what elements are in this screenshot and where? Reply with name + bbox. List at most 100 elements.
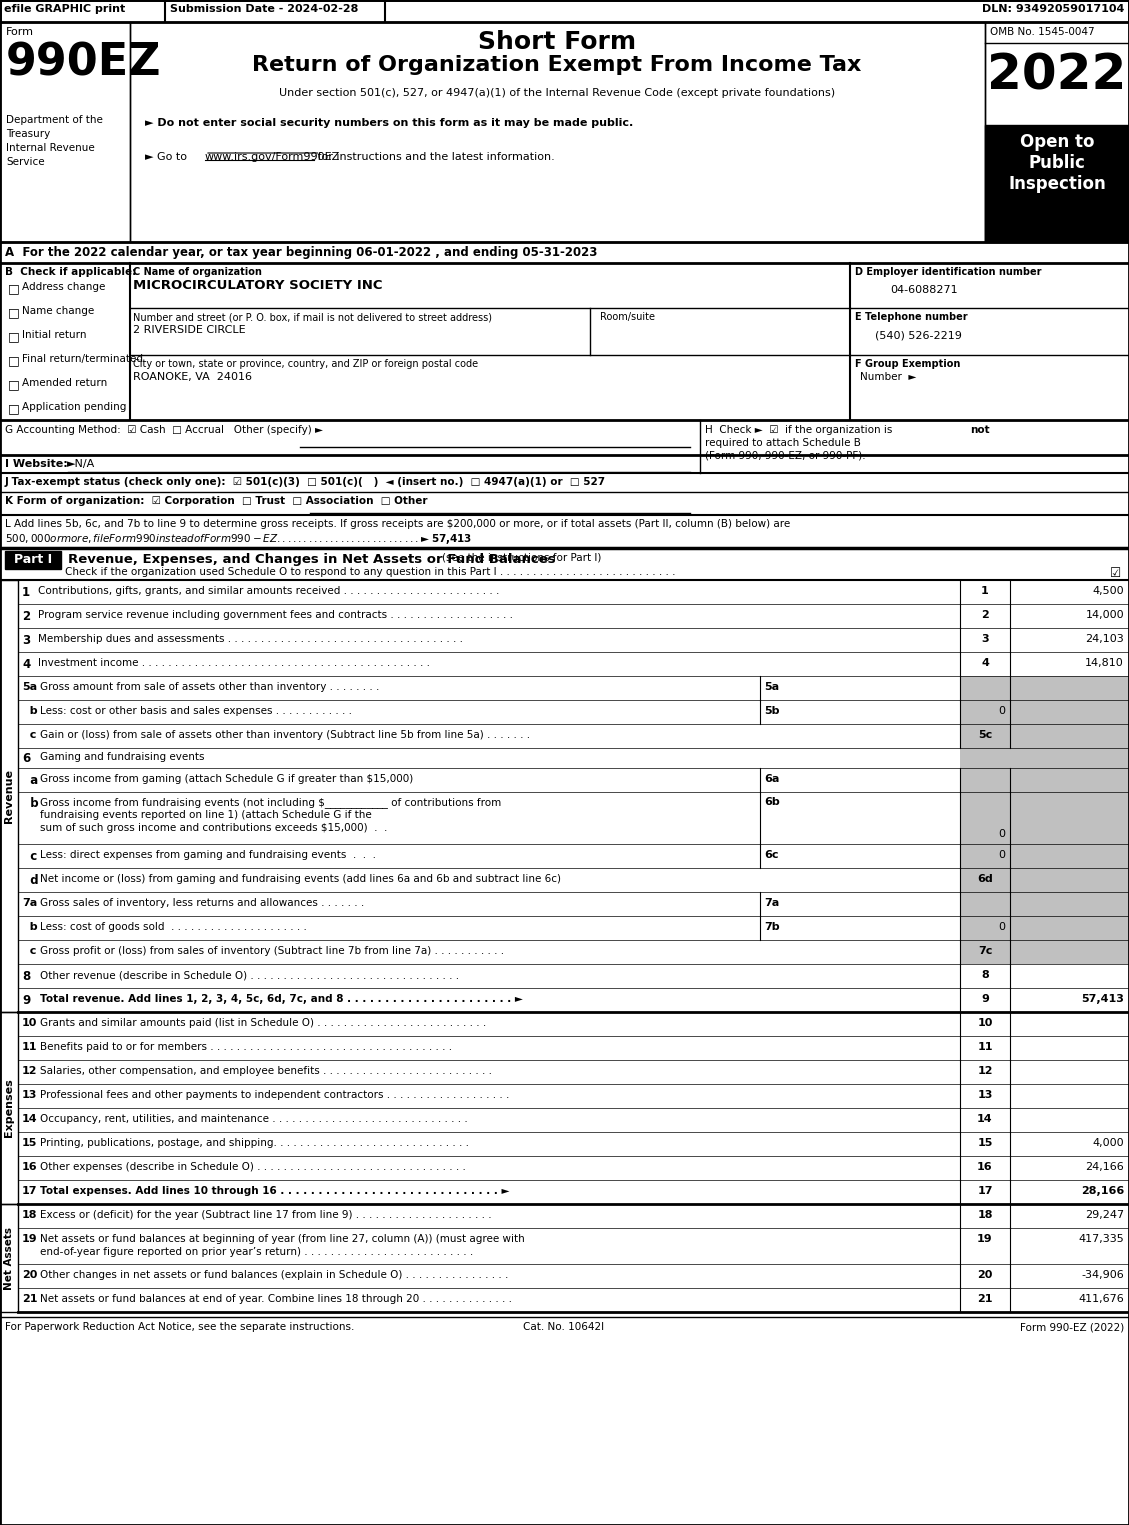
Text: E Telephone number: E Telephone number	[855, 313, 968, 322]
Text: 411,676: 411,676	[1078, 1295, 1124, 1304]
Text: Investment income . . . . . . . . . . . . . . . . . . . . . . . . . . . . . . . : Investment income . . . . . . . . . . . …	[38, 657, 430, 668]
Text: Under section 501(c), 527, or 4947(a)(1) of the Internal Revenue Code (except pr: Under section 501(c), 527, or 4947(a)(1)…	[279, 88, 835, 98]
Text: Gaming and fundraising events: Gaming and fundraising events	[40, 752, 204, 762]
Bar	[1010, 747, 1129, 769]
Text: Printing, publications, postage, and shipping. . . . . . . . . . . . . . . . . .: Printing, publications, postage, and shi…	[40, 1138, 469, 1148]
Text: A  For the 2022 calendar year, or tax year beginning 06-01-2022 , and ending 05-: A For the 2022 calendar year, or tax yea…	[5, 246, 597, 259]
Text: Part I: Part I	[14, 554, 52, 566]
Bar	[960, 939, 1010, 964]
Text: 29,247: 29,247	[1085, 1209, 1124, 1220]
Bar	[1010, 700, 1129, 724]
Text: □: □	[8, 282, 19, 294]
Bar	[1010, 892, 1129, 917]
Text: Less: cost of goods sold  . . . . . . . . . . . . . . . . . . . . .: Less: cost of goods sold . . . . . . . .…	[40, 923, 307, 932]
Text: 6d: 6d	[977, 874, 992, 884]
Text: Revenue, Expenses, and Changes in Net Assets or Fund Balances: Revenue, Expenses, and Changes in Net As…	[68, 554, 555, 566]
Text: G Accounting Method:  ☑ Cash  □ Accrual   Other (specify) ►: G Accounting Method: ☑ Cash □ Accrual Ot…	[5, 425, 323, 435]
Bar	[960, 892, 1010, 917]
Bar	[984, 125, 1129, 242]
Text: Form: Form	[6, 27, 34, 37]
Text: 5b: 5b	[764, 706, 779, 717]
Text: 18: 18	[21, 1209, 37, 1220]
Bar	[960, 747, 1010, 769]
Text: B  Check if applicable:: B Check if applicable:	[5, 267, 137, 278]
Text: Total expenses. Add lines 10 through 16 . . . . . . . . . . . . . . . . . . . . : Total expenses. Add lines 10 through 16 …	[40, 1186, 509, 1196]
Text: Initial return: Initial return	[21, 329, 87, 340]
Text: 0: 0	[998, 706, 1005, 717]
Text: Net income or (loss) from gaming and fundraising events (add lines 6a and 6b and: Net income or (loss) from gaming and fun…	[40, 874, 561, 884]
Text: ► Go to: ► Go to	[145, 152, 191, 162]
Text: c: c	[21, 730, 36, 740]
Text: Gross profit or (loss) from sales of inventory (Subtract line 7b from line 7a) .: Gross profit or (loss) from sales of inv…	[40, 946, 505, 956]
Text: MICROCIRCULATORY SOCIETY INC: MICROCIRCULATORY SOCIETY INC	[133, 279, 383, 291]
Text: I Website:: I Website:	[5, 459, 71, 470]
Text: 21: 21	[978, 1295, 992, 1304]
Text: Net assets or fund balances at end of year. Combine lines 18 through 20 . . . . : Net assets or fund balances at end of ye…	[40, 1295, 511, 1304]
Text: 18: 18	[978, 1209, 992, 1220]
Text: 21: 21	[21, 1295, 37, 1304]
Text: Internal Revenue: Internal Revenue	[6, 143, 95, 152]
Text: (Form 990, 990-EZ, or 990-PF).: (Form 990, 990-EZ, or 990-PF).	[704, 451, 866, 461]
Text: 0: 0	[998, 849, 1005, 860]
Text: Total revenue. Add lines 1, 2, 3, 4, 5c, 6d, 7c, and 8 . . . . . . . . . . . . .: Total revenue. Add lines 1, 2, 3, 4, 5c,…	[40, 994, 523, 1003]
Text: end-of-year figure reported on prior year’s return) . . . . . . . . . . . . . . : end-of-year figure reported on prior yea…	[40, 1247, 473, 1257]
Bar	[1010, 676, 1129, 700]
Text: H  Check ►  ☑  if the organization is: H Check ► ☑ if the organization is	[704, 425, 895, 435]
Text: Benefits paid to or for members . . . . . . . . . . . . . . . . . . . . . . . . : Benefits paid to or for members . . . . …	[40, 1042, 452, 1052]
Text: For Paperwork Reduction Act Notice, see the separate instructions.: For Paperwork Reduction Act Notice, see …	[5, 1322, 355, 1331]
Text: 8: 8	[21, 970, 30, 984]
Text: 7b: 7b	[764, 923, 780, 932]
Text: 6b: 6b	[764, 798, 780, 807]
Text: 6: 6	[21, 752, 30, 766]
Text: a: a	[21, 775, 38, 787]
Bar	[960, 791, 1010, 843]
Text: D Employer identification number: D Employer identification number	[855, 267, 1041, 278]
Text: ►N/A: ►N/A	[67, 459, 95, 470]
Text: Revenue: Revenue	[5, 769, 14, 824]
Text: Submission Date - 2024-02-28: Submission Date - 2024-02-28	[170, 5, 358, 14]
Text: 6a: 6a	[764, 775, 779, 784]
Text: efile GRAPHIC print: efile GRAPHIC print	[5, 5, 125, 14]
Text: Service: Service	[6, 157, 45, 168]
Text: Number and street (or P. O. box, if mail is not delivered to street address): Number and street (or P. O. box, if mail…	[133, 313, 492, 322]
Text: Application pending: Application pending	[21, 403, 126, 412]
Text: 4,000: 4,000	[1093, 1138, 1124, 1148]
Text: Department of the: Department of the	[6, 114, 103, 125]
Text: Number  ►: Number ►	[860, 372, 917, 381]
Text: 7a: 7a	[764, 898, 779, 907]
Text: Other expenses (describe in Schedule O) . . . . . . . . . . . . . . . . . . . . : Other expenses (describe in Schedule O) …	[40, 1162, 466, 1173]
Text: Contributions, gifts, grants, and similar amounts received . . . . . . . . . . .: Contributions, gifts, grants, and simila…	[38, 586, 499, 596]
Bar	[1010, 791, 1129, 843]
Bar	[0, 1013, 18, 1205]
Text: 9: 9	[981, 994, 989, 1003]
Text: Other revenue (describe in Schedule O) . . . . . . . . . . . . . . . . . . . . .: Other revenue (describe in Schedule O) .…	[40, 970, 460, 981]
Bar	[130, 21, 984, 242]
Text: ☑: ☑	[1110, 567, 1121, 580]
Text: b: b	[21, 706, 37, 717]
Text: 2: 2	[981, 610, 989, 621]
Text: L Add lines 5b, 6c, and 7b to line 9 to determine gross receipts. If gross recei: L Add lines 5b, 6c, and 7b to line 9 to …	[5, 518, 790, 529]
Text: Address change: Address change	[21, 282, 105, 291]
Text: 2022: 2022	[988, 52, 1127, 101]
Text: 4: 4	[21, 657, 30, 671]
Text: Open to
Public
Inspection: Open to Public Inspection	[1008, 133, 1106, 192]
Text: b: b	[21, 923, 37, 932]
Text: DLN: 93492059017104: DLN: 93492059017104	[981, 5, 1124, 14]
Text: 24,103: 24,103	[1085, 634, 1124, 644]
Text: 1: 1	[21, 586, 30, 599]
Text: 14,810: 14,810	[1085, 657, 1124, 668]
Text: Return of Organization Exempt From Income Tax: Return of Organization Exempt From Incom…	[252, 55, 861, 75]
Text: -34,906: -34,906	[1082, 1270, 1124, 1279]
Text: 4: 4	[981, 657, 989, 668]
Bar	[984, 21, 1129, 242]
Text: 15: 15	[21, 1138, 37, 1148]
Text: 17: 17	[978, 1186, 992, 1196]
Text: 10: 10	[21, 1019, 37, 1028]
Text: (540) 526-2219: (540) 526-2219	[875, 329, 962, 340]
Text: 57,413: 57,413	[1082, 994, 1124, 1003]
Text: City or town, state or province, country, and ZIP or foreign postal code: City or town, state or province, country…	[133, 358, 478, 369]
Text: Short Form: Short Form	[478, 30, 636, 53]
Text: 417,335: 417,335	[1078, 1234, 1124, 1244]
Text: 19: 19	[978, 1234, 992, 1244]
Text: 14,000: 14,000	[1085, 610, 1124, 621]
